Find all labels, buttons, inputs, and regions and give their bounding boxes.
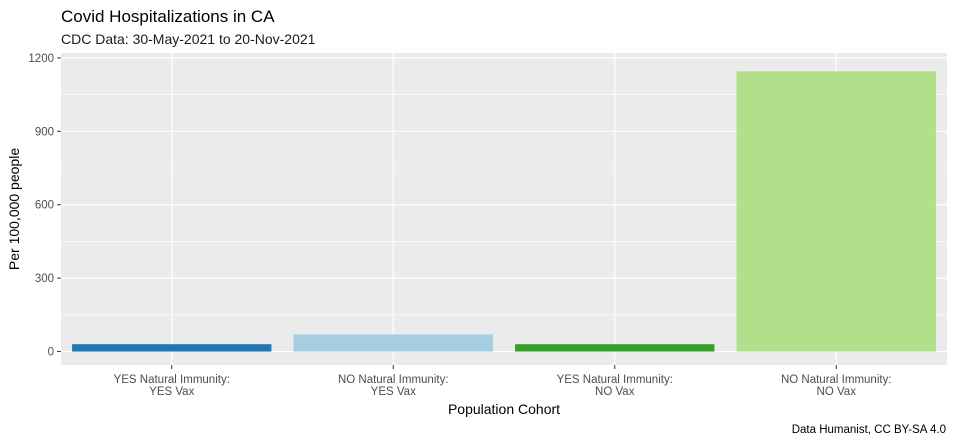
chart-caption: Data Humanist, CC BY-SA 4.0 [792, 424, 946, 436]
y-tick-label: 900 [35, 126, 54, 138]
y-tick-label: 300 [35, 273, 54, 285]
chart-subtitle: CDC Data: 30-May-2021 to 20-Nov-2021 [61, 31, 316, 47]
x-axis-ticks: YES Natural Immunity: YES Vax NO Natural I… [114, 365, 892, 398]
y-tick-label: 1200 [28, 53, 54, 65]
y-axis-ticks: 0 300 600 900 1200 [28, 53, 61, 359]
bar [293, 334, 493, 352]
bar [515, 344, 715, 352]
x-tick-label: NO Natural Immunity: YES Vax [338, 374, 449, 398]
y-tick-label: 600 [35, 200, 54, 212]
x-tick-label: YES Natural Immunity: YES Vax [114, 374, 230, 398]
y-tick-label: 0 [48, 347, 54, 359]
x-axis-title: Population Cohort [448, 401, 560, 417]
bar [72, 344, 272, 352]
x-tick-label: NO Natural Immunity: NO Vax [781, 374, 892, 398]
bars [72, 71, 936, 352]
chart-title: Covid Hospitalizations in CA [61, 7, 275, 26]
x-tick-label: YES Natural Immunity: NO Vax [557, 374, 673, 398]
bar [736, 71, 936, 352]
y-axis-title: Per 100,000 people [6, 148, 22, 270]
